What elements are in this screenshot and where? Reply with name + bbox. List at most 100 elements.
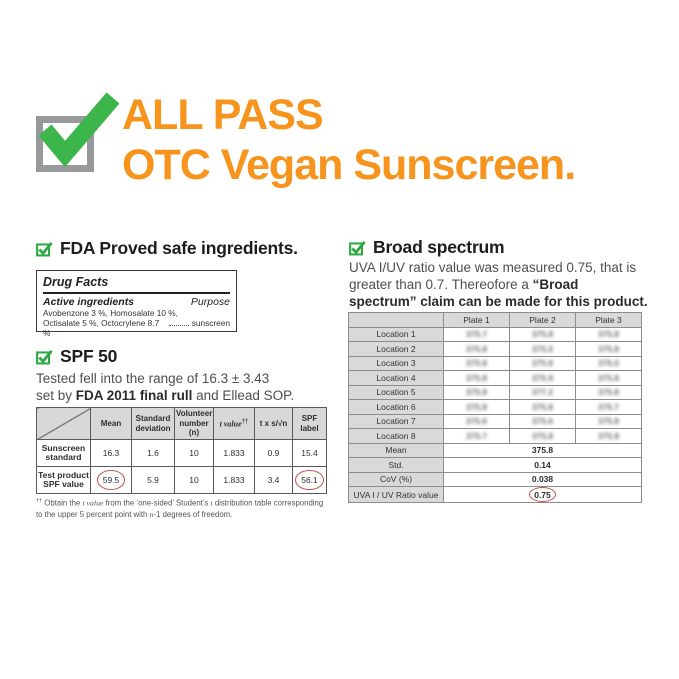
broad-spectrum-claim-bold: “Broad spectrum” claim can be made for t…: [349, 277, 648, 309]
hero-title: ALL PASS OTC Vegan Sunscreen.: [122, 90, 662, 190]
ingredients-line1: Avobenzone 3 %, Homosalate 10 %,: [43, 308, 178, 318]
row-label: Location 8: [348, 428, 444, 444]
cell-std: 5.9: [131, 466, 175, 494]
corner-diagonal-cell: [36, 407, 91, 440]
table-row-std: Std. 0.14: [348, 457, 642, 473]
spf-heading: SPF 50: [60, 346, 118, 366]
ingredients-line2: Octisalate 5 %, Octocrylene 8.7 %: [43, 318, 160, 338]
std-value: 0.14: [443, 457, 642, 473]
cell-t: 1.833: [213, 439, 255, 467]
red-circle-highlight: 56.1: [295, 470, 324, 490]
red-circle-highlight: 0.75: [529, 487, 556, 502]
col-header-mean: Mean: [90, 407, 132, 440]
drug-facts-divider: [43, 292, 230, 294]
cell-txs: 3.4: [254, 466, 293, 494]
green-checkbox-icon: [36, 241, 53, 256]
section-spf: SPF 50: [36, 346, 117, 367]
hero-checkmark-icon: [39, 92, 119, 168]
blurred-value: 377.2: [531, 387, 554, 398]
spf-results-table: Mean Standard deviation Volunteer number…: [36, 407, 327, 494]
col-header-plate3: Plate 3: [575, 312, 642, 328]
cell-txs: 0.9: [254, 439, 293, 467]
table-row-test-product: Test product SPF value 59.5 5.9 10 1.833…: [36, 466, 327, 494]
blurred-value: 375.7: [465, 430, 488, 441]
green-checkbox-icon: [349, 240, 366, 255]
blurred-value: 375.8: [465, 401, 488, 412]
blurred-value: 375.8: [465, 387, 488, 398]
row-label: Sunscreen standard: [36, 439, 91, 467]
blurred-value: 375.8: [531, 358, 554, 369]
table-row-location: Location 3 375.8 375.8 376.0: [348, 355, 642, 371]
row-label: Location 1: [348, 326, 444, 342]
fda-2011-bold: FDA 2011 final rull: [75, 388, 193, 403]
blurred-value: 375.8: [531, 430, 554, 441]
uva-plate-table: Plate 1 Plate 2 Plate 3 Location 1 375.7…: [348, 312, 642, 503]
blurred-value: 375.8: [465, 343, 488, 354]
cell-spf-circled: 56.1: [292, 466, 327, 494]
cell-spf: 15.4: [292, 439, 327, 467]
uva-ratio-value: 0.75: [443, 486, 642, 503]
table-row-location: Location 5 375.8 377.2 375.8: [348, 384, 642, 400]
col-header-std: Standard deviation: [131, 407, 175, 440]
row-label: Mean: [348, 442, 444, 458]
cell-mean-circled: 59.5: [90, 466, 132, 494]
broad-spectrum-heading: Broad spectrum: [373, 237, 505, 257]
headline-all-pass: ALL PASS: [122, 91, 324, 139]
blurred-value: 375.8: [597, 387, 620, 398]
broad-spectrum-description: UVA I/UV ratio value was measured 0.75, …: [349, 260, 648, 309]
blurred-value: 375.9: [531, 372, 554, 383]
mean-value: 375.8: [443, 442, 642, 458]
row-label: Location 6: [348, 399, 444, 415]
blurred-value: 375.8: [597, 430, 620, 441]
fda-heading: FDA Proved safe ingredients.: [60, 238, 298, 258]
blurred-value: 375.6: [531, 416, 554, 427]
blurred-value: 375.5: [531, 343, 554, 354]
drug-facts-panel: Drug Facts Active ingredients Purpose Av…: [36, 270, 237, 338]
cell-n: 10: [174, 466, 214, 494]
green-checkbox-icon: [36, 349, 53, 364]
spf-description: Tested fell into the range of 16.3 ± 3.4…: [36, 370, 326, 404]
blurred-value: 376.0: [597, 358, 620, 369]
cell-t: 1.833: [213, 466, 255, 494]
spf-description-line2: set by FDA 2011 final rull and Ellead SO…: [36, 388, 295, 403]
row-label: Location 4: [348, 370, 444, 386]
corner-empty-cell: [348, 312, 444, 328]
col-header-txs: t x s/√n: [254, 407, 293, 440]
blurred-value: 375.8: [531, 329, 554, 340]
table-row-location: Location 1 375.7 375.8 375.8: [348, 326, 642, 342]
table-row-location: Location 4 375.8 375.9 375.8: [348, 370, 642, 386]
blurred-value: 375.8: [597, 329, 620, 340]
blurred-value: 375.6: [465, 416, 488, 427]
red-circle-highlight: 59.5: [96, 470, 126, 490]
purpose-value: sunscreen: [191, 318, 230, 328]
row-label: UVA I / UV Ratio value: [348, 486, 444, 503]
cell-mean: 16.3: [90, 439, 132, 467]
blurred-value: 375.8: [597, 416, 620, 427]
row-label: Location 2: [348, 341, 444, 357]
section-fda: FDA Proved safe ingredients.: [36, 238, 298, 259]
table-row-sunscreen-standard: Sunscreen standard 16.3 1.6 10 1.833 0.9…: [36, 439, 327, 467]
col-header-plate1: Plate 1: [443, 312, 510, 328]
col-header-spf-label: SPF label: [292, 407, 327, 440]
table-row-cov: CoV (%) 0.038: [348, 471, 642, 487]
blurred-value: 375.8: [597, 343, 620, 354]
row-label: Location 5: [348, 384, 444, 400]
section-broad-spectrum: Broad spectrum: [349, 237, 505, 258]
purpose-label: Purpose: [190, 296, 230, 308]
table-row-location: Location 7 375.6 375.6 375.8: [348, 413, 642, 429]
row-label: CoV (%): [348, 471, 444, 487]
row-label: Location 7: [348, 413, 444, 429]
spf-description-line1: Tested fell into the range of 16.3 ± 3.4…: [36, 371, 270, 386]
row-label: Location 3: [348, 355, 444, 371]
drug-facts-title: Drug Facts: [43, 275, 109, 289]
blurred-value: 375.7: [597, 401, 620, 412]
headline-product: OTC Vegan Sunscreen.: [122, 141, 576, 189]
blurred-value: 375.8: [465, 358, 488, 369]
dotted-leader: [168, 325, 189, 326]
t-value-footnote: †† Obtain the t value from the ‘one-side…: [36, 498, 324, 520]
row-label: Std.: [348, 457, 444, 473]
row-label: Test product SPF value: [36, 466, 91, 494]
blurred-value: 375.7: [465, 329, 488, 340]
col-header-t-value: t value††: [213, 407, 255, 440]
